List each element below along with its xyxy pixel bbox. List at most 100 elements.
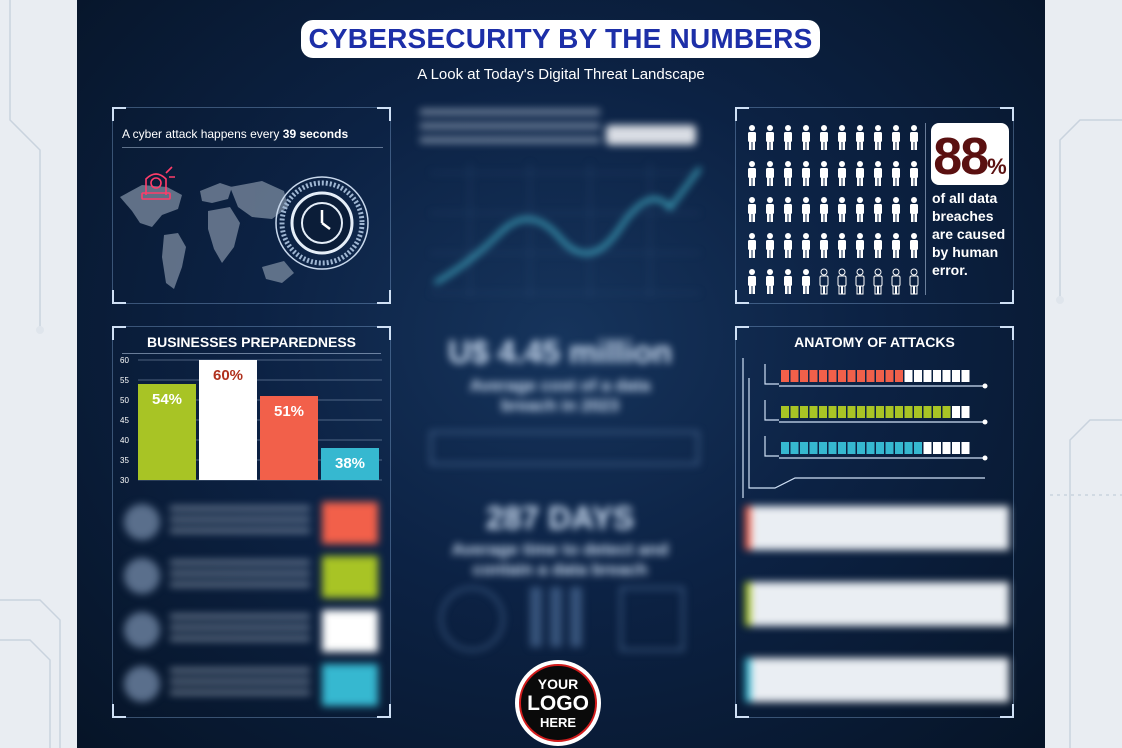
attack-frequency-text: A cyber attack happens every 39 seconds — [122, 127, 349, 141]
bar-segment — [904, 442, 913, 454]
bar-segment — [942, 370, 951, 382]
blurred-trend-chart — [410, 103, 710, 313]
person-filled-icon — [748, 197, 756, 222]
blurred-anatomy-cards — [735, 502, 1014, 718]
bar-segment — [952, 442, 960, 454]
person-filled-icon — [910, 161, 918, 186]
bar-segment — [961, 370, 970, 382]
person-filled-icon — [784, 269, 792, 294]
bar-segment — [809, 406, 818, 418]
person-filled-icon — [766, 161, 774, 186]
bar-segment — [809, 370, 818, 382]
blurred-days-panel: 287 DAYS Average time to detect and cont… — [410, 492, 710, 652]
bar-segment — [800, 370, 808, 382]
bar-segment — [904, 406, 913, 418]
bar-segment — [933, 442, 941, 454]
person-filled-icon — [874, 197, 882, 222]
person-filled-icon — [820, 161, 828, 186]
blurred-cost-panel: U$ 4.45 million Average cost of a data b… — [410, 326, 710, 476]
bar-segment — [895, 370, 903, 382]
y-tick-label: 55 — [120, 376, 129, 385]
bar-segment — [961, 442, 970, 454]
bar-value-label: 54% — [152, 391, 182, 408]
bar-segment — [952, 370, 960, 382]
person-filled-icon — [820, 125, 828, 150]
bar-endpoint-dot — [982, 383, 988, 389]
person-filled-icon — [802, 197, 810, 222]
bar-segment — [781, 406, 789, 418]
human-error-description: of all data breaches are caused by human… — [932, 190, 1006, 278]
bar-segment — [923, 442, 932, 454]
person-outline-icon — [837, 268, 847, 295]
person-filled-icon — [910, 125, 918, 150]
person-filled-icon — [874, 161, 882, 186]
y-tick-label: 35 — [120, 456, 129, 465]
preparedness-panel: BUSINESSES PREPAREDNESS 60 55 50 45 40 35 30 54… — [112, 326, 391, 718]
bar-segment — [923, 370, 932, 382]
bar-segment — [952, 406, 960, 418]
bar-value-label: 60% — [213, 367, 243, 384]
person-filled-icon — [874, 233, 882, 258]
bar-segment — [790, 442, 799, 454]
bar-segment — [857, 442, 865, 454]
person-filled-icon — [856, 233, 864, 258]
panel-frame — [735, 326, 1014, 718]
person-filled-icon — [874, 125, 882, 150]
bar-segment — [876, 442, 884, 454]
bar-bracket-line — [764, 364, 983, 387]
person-filled-icon — [802, 269, 810, 294]
person-filled-icon — [856, 125, 864, 150]
people-grid — [748, 125, 919, 295]
bar-segment — [857, 370, 865, 382]
y-tick-label: 50 — [120, 396, 129, 405]
bar-segment — [857, 406, 865, 418]
human-error-panel: 88% of all data breaches are caused by h… — [735, 107, 1014, 304]
person-filled-icon — [910, 197, 918, 222]
bar-segment — [895, 442, 903, 454]
person-outline-icon — [855, 268, 865, 295]
bar-segment — [933, 406, 941, 418]
bar-segment — [895, 406, 903, 418]
bar-segment — [838, 442, 846, 454]
bar-segment — [800, 442, 808, 454]
person-filled-icon — [784, 161, 792, 186]
bar-value-label: 51% — [274, 403, 304, 420]
person-filled-icon — [892, 197, 900, 222]
person-filled-icon — [820, 197, 828, 222]
cost-headline: U$ 4.45 million — [447, 334, 673, 370]
infographic-poster: CYBERSECURITY BY THE NUMBERS A Look at T… — [77, 0, 1045, 748]
person-filled-icon — [820, 233, 828, 258]
hacker-icon — [141, 166, 175, 200]
person-filled-icon — [838, 161, 846, 186]
bar-segment — [904, 370, 913, 382]
person-filled-icon — [766, 233, 774, 258]
bar-value-label: 38% — [335, 455, 365, 472]
bar-segment — [828, 370, 837, 382]
person-filled-icon — [856, 161, 864, 186]
person-filled-icon — [892, 125, 900, 150]
person-filled-icon — [802, 125, 810, 150]
person-filled-icon — [856, 197, 864, 222]
clock-icon — [275, 176, 369, 270]
bar-segment — [885, 406, 894, 418]
circuit-line — [742, 358, 985, 498]
bar-segment — [790, 406, 799, 418]
y-tick-label: 30 — [120, 476, 129, 485]
person-filled-icon — [838, 125, 846, 150]
person-filled-icon — [784, 233, 792, 258]
bar-segment — [819, 442, 827, 454]
attack-frequency-panel: A cyber attack happens every 39 seconds — [112, 107, 391, 304]
person-filled-icon — [892, 161, 900, 186]
days-subtext: Average time to detect and contain a dat… — [451, 540, 669, 579]
panel-frame — [112, 107, 391, 304]
person-filled-icon — [838, 197, 846, 222]
bar-segment — [933, 370, 941, 382]
y-tick-label: 40 — [120, 436, 129, 445]
bar-endpoint-dot — [982, 455, 988, 461]
bar-segment — [914, 406, 922, 418]
bar — [260, 396, 318, 480]
person-filled-icon — [784, 197, 792, 222]
person-filled-icon — [748, 269, 756, 294]
bar — [138, 384, 196, 480]
